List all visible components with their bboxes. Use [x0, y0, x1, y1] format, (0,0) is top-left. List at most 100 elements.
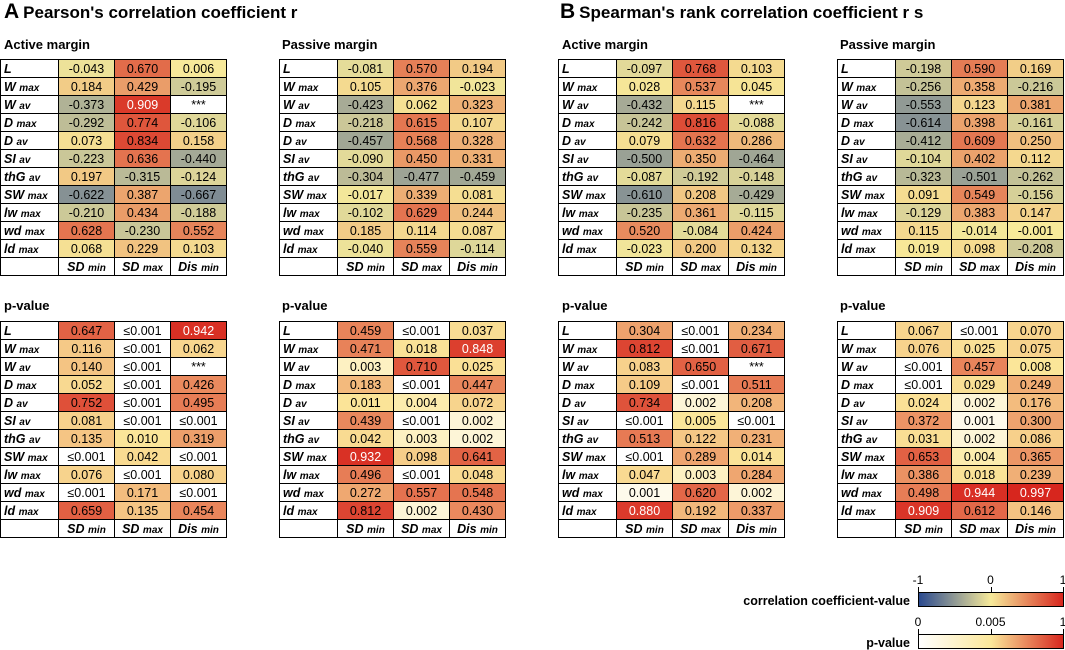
- heatmap-cell: 0.557: [393, 483, 450, 502]
- legend-tick-label: -1: [912, 573, 924, 587]
- heatmap-row: wd max 0.520 -0.084 0.424: [558, 221, 785, 240]
- column-label: SD min: [58, 519, 115, 538]
- row-label-sub: max: [576, 506, 597, 518]
- row-label: lw max: [558, 203, 617, 222]
- heatmap-cell: ≤0.001: [672, 339, 729, 358]
- heatmap-row: D av 0.073 0.834 0.158: [0, 131, 227, 150]
- heatmap-cell: 0.768: [672, 59, 729, 78]
- row-label-sub: max: [299, 470, 320, 482]
- row-label-main: W: [562, 97, 574, 112]
- heatmap-cell: -0.148: [728, 167, 785, 186]
- column-label-sub: min: [925, 262, 943, 274]
- corner-cell: [279, 257, 338, 276]
- heatmap-cell: 0.116: [58, 339, 115, 358]
- heatmap-cell: 0.612: [951, 501, 1008, 520]
- heatmap-cell: ≤0.001: [114, 321, 171, 340]
- row-label-sub: max: [857, 208, 878, 220]
- heatmap-cell: ≤0.001: [114, 339, 171, 358]
- row-label-main: D: [562, 133, 572, 148]
- row-label-sub: av: [866, 434, 878, 446]
- heatmap-title: p-value: [282, 298, 328, 313]
- heatmap-cell: -0.216: [1007, 77, 1064, 96]
- row-label: SI av: [279, 149, 338, 168]
- row-label-sub: av: [587, 434, 599, 446]
- heatmap-row: W av -0.432 0.115 ***: [558, 95, 785, 114]
- column-label: SD min: [895, 519, 952, 538]
- row-label-sub: av: [856, 416, 868, 428]
- heatmap-cell: 0.570: [393, 59, 450, 78]
- heatmap-cell: 0.002: [449, 411, 506, 430]
- heatmap-cell: -0.464: [728, 149, 785, 168]
- heatmap-cell: 0.183: [337, 375, 394, 394]
- column-label-main: SD: [959, 521, 977, 536]
- row-label: wd max: [837, 483, 896, 502]
- heatmap-cell: 0.024: [895, 393, 952, 412]
- row-label-sub: max: [27, 190, 48, 202]
- heatmap-row: lw max -0.210 0.434 -0.188: [0, 203, 227, 222]
- row-label-main: thG: [283, 431, 305, 446]
- heatmap-cell: -0.223: [58, 149, 115, 168]
- heatmap-cell: -0.429: [728, 185, 785, 204]
- row-label-main: ld: [841, 241, 853, 256]
- heatmap-cell: 0.402: [951, 149, 1008, 168]
- row-label-main: SI: [841, 413, 853, 428]
- heatmap-cell: 0.520: [616, 221, 673, 240]
- column-label-row: SD min SD max Dis min: [837, 257, 1064, 276]
- heatmap-cell: 0.068: [58, 239, 115, 258]
- row-label-sub: av: [577, 154, 589, 166]
- column-label-main: SD: [346, 259, 364, 274]
- row-label-main: D: [841, 133, 851, 148]
- row-label: ld max: [279, 501, 338, 520]
- row-label-sub: av: [295, 136, 307, 148]
- column-label: Dis min: [728, 519, 785, 538]
- column-label-main: Dis: [457, 259, 477, 274]
- heatmap-cell: 0.386: [895, 465, 952, 484]
- heatmap-row: lw max -0.235 0.361 -0.115: [558, 203, 785, 222]
- row-label-sub: av: [308, 434, 320, 446]
- heatmap-cell: 0.001: [616, 483, 673, 502]
- heatmap-cell: 0.323: [449, 95, 506, 114]
- heatmap-cell: 0.319: [170, 429, 227, 448]
- column-label-row: SD min SD max Dis min: [279, 519, 506, 538]
- row-label-main: W: [4, 97, 16, 112]
- row-label: W max: [0, 339, 59, 358]
- heatmap-cell: 0.286: [728, 131, 785, 150]
- heatmap-cell: -0.161: [1007, 113, 1064, 132]
- heatmap-cell: ≤0.001: [170, 447, 227, 466]
- heatmap-cell: 0.447: [449, 375, 506, 394]
- heatmap-cell: 0.103: [728, 59, 785, 78]
- row-label: D av: [558, 393, 617, 412]
- heatmap-cell: 0.197: [58, 167, 115, 186]
- column-label-row: SD min SD max Dis min: [279, 257, 506, 276]
- row-label-sub: max: [299, 208, 320, 220]
- heatmap-cell: -0.457: [337, 131, 394, 150]
- heatmap-row: SI av 0.439 ≤0.001 0.002: [279, 411, 506, 430]
- heatmap-cell: -0.292: [58, 113, 115, 132]
- heatmap-cell: 0.001: [951, 411, 1008, 430]
- row-label-main: W: [841, 79, 853, 94]
- panel-b-title-text: Spearman's rank correlation coefficient …: [579, 3, 924, 22]
- heatmap-cell: -0.304: [337, 167, 394, 186]
- heatmap-cell: 0.710: [393, 357, 450, 376]
- heatmap-cell: -0.373: [58, 95, 115, 114]
- heatmap-cell: 0.358: [951, 77, 1008, 96]
- row-label-sub: av: [298, 416, 310, 428]
- heatmap-cell: 0.098: [951, 239, 1008, 258]
- row-label-main: W: [841, 359, 853, 374]
- row-label-main: W: [4, 359, 16, 374]
- row-label-sub: av: [295, 398, 307, 410]
- row-label: L: [837, 321, 896, 340]
- row-label-sub: max: [576, 244, 597, 256]
- heatmap-cell: -0.014: [951, 221, 1008, 240]
- heatmap-cell: 0.080: [170, 465, 227, 484]
- heatmap-cell: 0.003: [337, 357, 394, 376]
- heatmap-row: ld max 0.812 0.002 0.430: [279, 501, 506, 520]
- legend-tick-mark: [990, 587, 992, 592]
- heatmap-cell: 0.025: [449, 357, 506, 376]
- column-label: SD max: [951, 257, 1008, 276]
- heatmap-row: D av 0.024 0.002 0.176: [837, 393, 1064, 412]
- column-label: SD max: [951, 519, 1008, 538]
- column-label: SD max: [393, 257, 450, 276]
- heatmap-cell: -0.208: [1007, 239, 1064, 258]
- row-label: W av: [558, 357, 617, 376]
